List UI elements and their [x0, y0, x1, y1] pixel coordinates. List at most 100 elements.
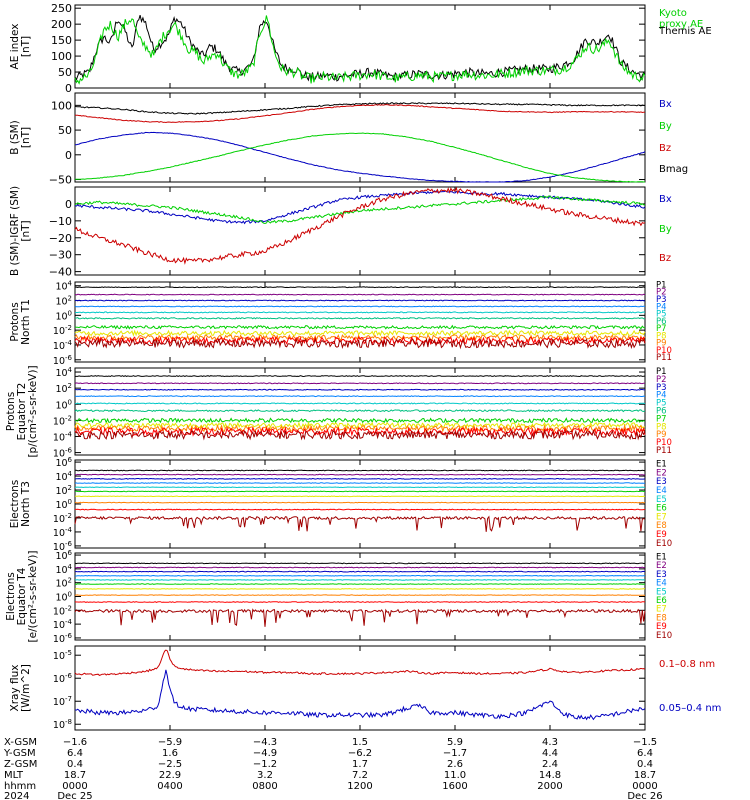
x-row-label: Z-GSM	[4, 759, 37, 770]
x-tick-value: 6.4	[637, 748, 653, 759]
y-tick-label: 104	[55, 470, 72, 483]
legend-entry: P7	[656, 324, 667, 334]
panel-frame	[74, 367, 646, 456]
series-P4	[74, 305, 646, 308]
legend-entry: P9	[656, 430, 667, 440]
x-row-label: 2024	[4, 791, 29, 800]
x-tick-value: 0000	[632, 781, 657, 792]
legend-entry: E10	[656, 631, 672, 641]
x-tick-value: −4.9	[253, 748, 277, 759]
series-P1	[75, 286, 646, 289]
legend-entry: E2	[656, 561, 667, 571]
series-E8	[74, 594, 646, 596]
y-tick-label: 10-6	[53, 632, 73, 645]
x-tick-value: 6.4	[67, 748, 83, 759]
y-tick-label: 102	[55, 484, 72, 497]
y-axis-label: Protons	[9, 302, 21, 341]
legend-entry: E5	[656, 495, 667, 505]
legend-entry: 0.1–0.8 nm	[659, 659, 715, 670]
series-Bz	[74, 103, 646, 124]
y-axis-label: Protons	[5, 392, 17, 431]
legend-entry: P5	[656, 310, 667, 320]
x-tick-value: −1.5	[633, 737, 657, 748]
series-P9	[74, 333, 646, 342]
y-tick-label: 102	[55, 382, 72, 395]
series-P6	[74, 317, 646, 320]
legend-entry: P11	[656, 353, 672, 363]
x-row-label: X-GSM	[4, 737, 37, 748]
series-E5	[74, 486, 646, 489]
y-axis-label: Xray flux	[9, 665, 21, 712]
series-Bx	[75, 131, 646, 183]
y-tick-label: 10-4	[53, 618, 73, 631]
legend-entry: P4	[656, 391, 667, 401]
y-tick-label: 10-4	[53, 526, 73, 539]
x-tick-value: −1.7	[443, 748, 467, 759]
series-Bz	[74, 186, 646, 265]
x-tick-value: Dec 25	[57, 791, 92, 800]
x-tick-value: 11.0	[444, 770, 466, 781]
legend-entry: E1	[656, 553, 667, 563]
legend-entry: Kyoto	[659, 8, 687, 19]
legend-entry: P11	[656, 446, 672, 456]
y-tick-label: 10-7	[53, 695, 72, 708]
y-tick-label: 200	[51, 18, 72, 31]
y-tick-label: −10	[49, 215, 72, 228]
series-Themis AE	[74, 14, 646, 82]
legend-entry: By	[659, 224, 672, 235]
legend-entry: proxy AE	[659, 19, 703, 30]
x-tick-value: −1.6	[63, 737, 87, 748]
series-P3	[74, 299, 646, 302]
legend-entry: P5	[656, 399, 667, 409]
legend-entry: P7	[656, 414, 667, 424]
x-tick-value: Dec 26	[627, 791, 662, 800]
y-tick-label: 10-6	[53, 354, 73, 367]
legend-entry: P1	[656, 367, 667, 377]
y-axis-label: B (SM)-IGRF (SM)	[9, 186, 21, 276]
legend-entry: P8	[656, 331, 667, 341]
series-E2	[74, 566, 646, 569]
panel-3: −40 −30 −20 −10 0 B (SM)-IGRF (SM) [nT] Bx By Bz	[9, 186, 672, 279]
legend-entry: P6	[656, 406, 667, 416]
y-tick-label: 106	[55, 549, 72, 562]
legend-entry: P2	[656, 288, 667, 298]
series-E9	[74, 601, 646, 603]
series-P7	[74, 417, 646, 424]
series-E10	[74, 515, 646, 532]
y-axis-label: [p/(cm²-s-sr-keV)]	[27, 365, 39, 457]
y-tick-label: −30	[49, 249, 72, 262]
y-tick-label: 102	[55, 577, 72, 590]
legend-entry: E7	[656, 512, 667, 522]
series-P3	[75, 388, 646, 391]
legend-entry: Bz	[659, 143, 671, 154]
panel-2: −50 0 50 100 B (SM) [nT] Bx By Bz Bmag	[9, 92, 688, 187]
y-tick-label: 10-2	[53, 512, 72, 525]
series-P11	[74, 429, 646, 441]
series-E6	[74, 583, 646, 585]
series-E6	[75, 490, 646, 493]
y-tick-label: 104	[55, 280, 72, 293]
series-P2	[74, 293, 646, 296]
y-tick-label: 100	[51, 50, 72, 63]
y-tick-label: 100	[55, 498, 72, 511]
legend-entry: E5	[656, 587, 667, 597]
legend-entry: E8	[656, 613, 667, 623]
series-E9	[75, 508, 646, 511]
y-tick-label: 100	[55, 398, 72, 411]
series-E3	[74, 570, 646, 573]
y-tick-label: 104	[55, 563, 72, 576]
series-E10	[74, 608, 646, 627]
y-axis-label: Electrons	[9, 480, 21, 529]
x-tick-value: 7.2	[352, 770, 368, 781]
legend-entry: Bmag	[659, 164, 688, 175]
panel-frame	[74, 645, 646, 731]
x-tick-value: 2.4	[542, 759, 558, 770]
legend-entry: P1	[656, 280, 667, 290]
legend-entry: P3	[656, 383, 667, 393]
series-P8	[74, 421, 646, 430]
x-tick-value: 0400	[157, 781, 182, 792]
series-E7	[74, 588, 645, 590]
series-0.05-0.4 nm	[74, 669, 646, 721]
